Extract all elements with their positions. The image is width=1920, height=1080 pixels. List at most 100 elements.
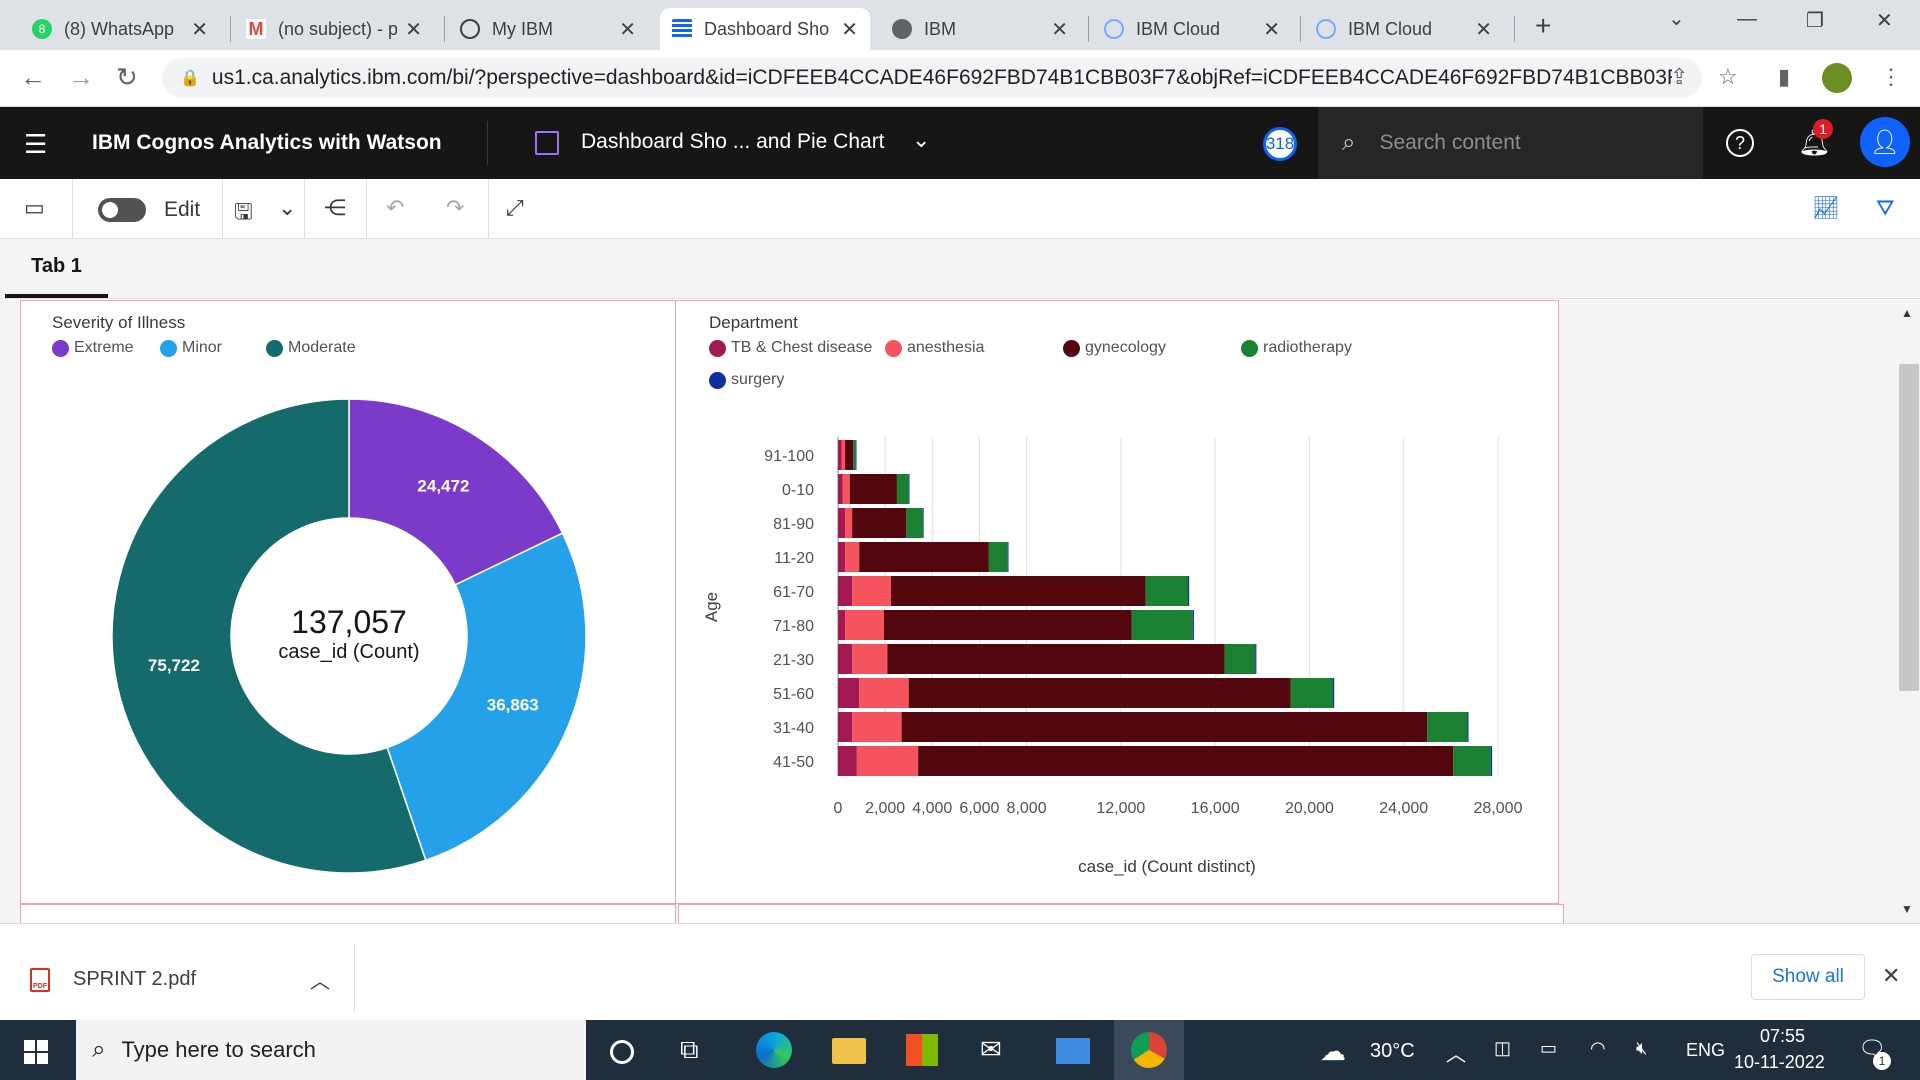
weather-cloud-icon[interactable]: ☁ (1320, 1036, 1346, 1066)
forward-icon[interactable]: → (68, 62, 94, 92)
y-tick-label: 71-80 (773, 618, 814, 635)
legend-item-extreme[interactable]: Extreme (52, 339, 134, 357)
bar-segment-41-50-1 (856, 746, 919, 776)
remote-desktop-icon[interactable] (1056, 1038, 1090, 1064)
dashboard-title[interactable]: Dashboard Sho ... and Pie Chart (581, 130, 885, 153)
widget-below-left[interactable] (20, 904, 676, 923)
bar-segment-11-20-4 (1007, 542, 1009, 572)
clock-time[interactable]: 07:55 (1760, 1026, 1806, 1046)
search-input[interactable] (1379, 131, 1680, 155)
share-icon[interactable]: ⇪ (1670, 64, 1689, 89)
download-chevron-up-icon[interactable]: ︿ (310, 971, 330, 993)
user-avatar-icon[interactable]: 👤︎ (1860, 117, 1910, 167)
globe-icon (892, 19, 912, 39)
windows-start-icon[interactable] (24, 1040, 48, 1064)
save-dropdown-chevron-icon[interactable]: ⌄ (278, 195, 297, 220)
edit-toggle[interactable] (98, 198, 146, 222)
bar-segment-41-50-4 (1490, 746, 1493, 776)
battery-icon[interactable]: ▭ (1540, 1038, 1558, 1058)
fullscreen-icon[interactable]: ⤢ (506, 195, 524, 220)
close-icon[interactable]: ✕ (841, 18, 858, 41)
close-icon[interactable]: ✕ (405, 18, 422, 41)
browser-tab-whatsapp[interactable]: 8 (8) WhatsApp ✕ (20, 8, 220, 50)
microsoft-store-icon[interactable] (906, 1034, 938, 1066)
x-axis-title: case_id (Count distinct) (1078, 857, 1256, 876)
bar-segment-91-100-4 (855, 440, 857, 470)
downloads-close-icon[interactable]: ✕ (1882, 963, 1901, 988)
close-icon[interactable]: ✕ (191, 18, 208, 41)
save-icon[interactable]: 🖫 (234, 199, 253, 224)
insights-chart-icon[interactable]: 📈︎ (1812, 195, 1840, 220)
bar-segment-71-80-0 (838, 610, 846, 640)
meet-now-icon[interactable]: ◫ (1494, 1038, 1512, 1058)
new-tab-icon[interactable]: + (1535, 10, 1552, 41)
file-explorer-icon[interactable] (832, 1038, 866, 1064)
close-icon[interactable]: ✕ (619, 18, 636, 41)
profile-avatar[interactable] (1822, 63, 1852, 93)
cortana-icon[interactable] (610, 1040, 634, 1064)
gmail-icon: M (246, 19, 266, 39)
legend-item-minor[interactable]: Minor (160, 339, 222, 357)
more-menu-icon[interactable]: ⋮ (1880, 64, 1902, 89)
comment-icon[interactable]: ▭ (24, 195, 45, 220)
taskbar-search[interactable]: ⌕ Type here to search (76, 1020, 586, 1080)
share-icon[interactable]: ⋲ (324, 195, 346, 220)
wifi-icon[interactable]: ◠ (1590, 1038, 1606, 1058)
tray-chevron-up-icon[interactable]: ︿ (1446, 1044, 1466, 1066)
edge-icon[interactable] (756, 1032, 792, 1068)
side-panel-icon[interactable]: ▮ (1778, 64, 1791, 89)
window-close-icon[interactable]: ✕ (1876, 10, 1893, 32)
back-icon[interactable]: ← (20, 62, 46, 92)
language-indicator[interactable]: ENG (1686, 1040, 1726, 1060)
legend-swatch (266, 339, 283, 357)
url-text[interactable]: us1.ca.analytics.ibm.com/bi/?perspective… (211, 66, 1672, 89)
tab-1[interactable]: Tab 1 (5, 239, 108, 298)
close-icon[interactable]: ✕ (1051, 18, 1068, 41)
legend-item-gynecology[interactable]: gynecology (1063, 339, 1166, 357)
lock-icon[interactable]: 🔒 (180, 70, 200, 87)
task-view-icon[interactable]: ⧉ (680, 1034, 699, 1064)
legend-item-surgery[interactable]: surgery (709, 371, 784, 389)
omnibox[interactable]: 🔒 us1.ca.analytics.ibm.com/bi/?perspecti… (162, 58, 1702, 98)
speaker-mute-icon[interactable]: 🔇︎ (1636, 1038, 1648, 1058)
hamburger-menu-icon[interactable]: ☰ (24, 129, 48, 159)
temperature[interactable]: 30°C (1370, 1040, 1415, 1062)
bar-segment-0-10-1 (842, 474, 850, 504)
filter-icon[interactable]: ⛛ (1876, 195, 1895, 220)
legend-item-tb-chest[interactable]: TB & Chest disease (709, 339, 872, 357)
bar-chart-widget[interactable]: Department TB & Chest disease anesthesia… (675, 300, 1559, 904)
show-all-button[interactable]: Show all (1751, 954, 1865, 1000)
chrome-icon[interactable] (1131, 1032, 1167, 1068)
widget-below-right[interactable] (678, 904, 1564, 923)
browser-tab-ibm-cloud-1[interactable]: IBM Cloud ✕ (1092, 8, 1292, 50)
browser-tab-my-ibm[interactable]: My IBM ✕ (448, 8, 648, 50)
browser-tab-ibm[interactable]: IBM ✕ (880, 8, 1080, 50)
reload-icon[interactable]: ↻ (116, 62, 138, 92)
legend-item-radiotherapy[interactable]: radiotherapy (1241, 339, 1352, 357)
clock-date[interactable]: 10-11-2022 (1734, 1052, 1825, 1072)
legend-item-moderate[interactable]: Moderate (266, 339, 356, 357)
close-icon[interactable]: ✕ (1263, 18, 1280, 41)
undo-icon[interactable]: ↶ (386, 195, 405, 220)
scrollbar-thumb[interactable] (1899, 364, 1919, 691)
tab-search-chevron-icon[interactable]: ⌄ (1668, 8, 1685, 30)
download-file-name[interactable]: SPRINT 2.pdf (73, 968, 197, 990)
chevron-down-icon[interactable]: ⌄ (912, 127, 931, 152)
restore-icon[interactable]: ❐ (1806, 10, 1824, 32)
bookmark-star-icon[interactable]: ☆ (1718, 64, 1738, 89)
x-tick-label: 4,000 (912, 800, 952, 817)
browser-tab-ibm-cloud-2[interactable]: IBM Cloud ✕ (1304, 8, 1504, 50)
assistant-badge[interactable]: 318 (1263, 127, 1297, 161)
minimize-icon[interactable]: — (1737, 8, 1757, 30)
cloud-icon (1316, 19, 1336, 39)
scroll-up-icon[interactable]: ▲ (1901, 306, 1913, 320)
close-icon[interactable]: ✕ (1475, 18, 1492, 41)
scroll-down-icon[interactable]: ▼ (1901, 902, 1913, 916)
donut-chart-widget[interactable]: Severity of Illness Extreme Minor Modera… (20, 300, 676, 904)
browser-tab-gmail[interactable]: M (no subject) - p ✕ (234, 8, 434, 50)
help-icon[interactable]: ? (1726, 129, 1754, 157)
browser-tab-dashboard[interactable]: Dashboard Sho ✕ (660, 8, 870, 50)
redo-icon[interactable]: ↷ (446, 195, 465, 220)
legend-item-anesthesia[interactable]: anesthesia (885, 339, 984, 357)
mail-icon[interactable]: ✉ (980, 1034, 1002, 1064)
